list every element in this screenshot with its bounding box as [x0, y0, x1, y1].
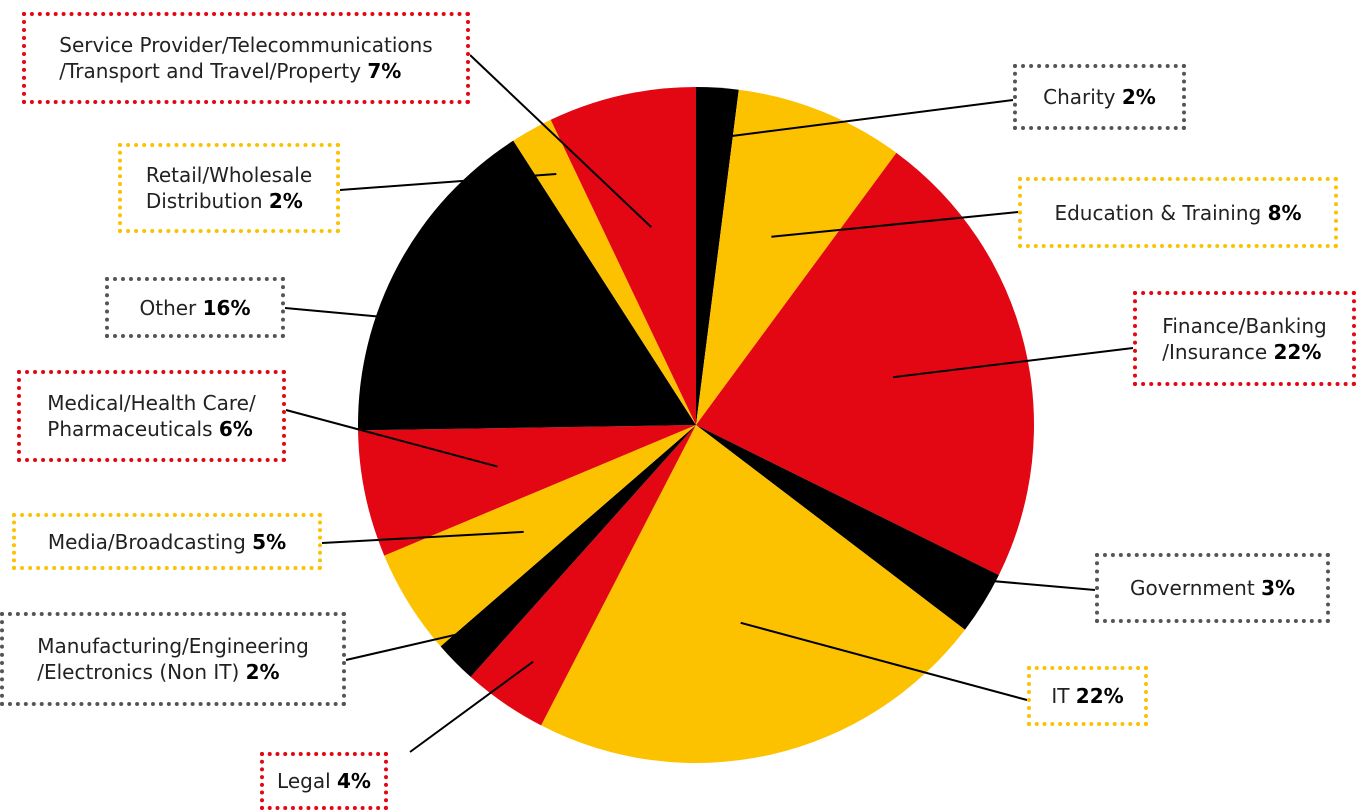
pie-slice	[440, 425, 696, 677]
value-label: 6%	[218, 417, 253, 441]
category-name: IT	[1051, 684, 1070, 708]
leader-line	[285, 409, 498, 468]
label-text: Medical/Health Care/ Pharmaceuticals 6%	[47, 390, 255, 442]
pie-slice	[696, 87, 739, 425]
label-text: Service Provider/Telecommunications /Tra…	[59, 32, 432, 84]
category-name: Retail/Wholesale Distribution	[145, 163, 313, 213]
pie-slice	[550, 87, 696, 425]
value-label: 22%	[1273, 339, 1322, 364]
leader-line	[469, 54, 653, 228]
slice-label: Other 16%	[105, 277, 285, 338]
category-name: Government	[1129, 576, 1255, 600]
value-label: 3%	[1261, 576, 1296, 600]
slice-label: Finance/Banking /Insurance 22%	[1133, 291, 1356, 386]
value-label: 22%	[1075, 684, 1124, 708]
pie-slice	[384, 425, 696, 647]
leader-line	[740, 621, 1028, 701]
pie-slice	[541, 425, 965, 764]
category-name: Medical/Health Care/ Pharmaceuticals	[47, 391, 256, 441]
slice-label: Charity 2%	[1013, 64, 1186, 130]
value-label: 2%	[268, 189, 303, 213]
label-text: Other 16%	[139, 295, 250, 321]
category-name: Service Provider/Telecommunications /Tra…	[59, 33, 433, 83]
category-name: Legal	[277, 769, 331, 793]
leader-line	[284, 307, 518, 331]
label-text: Retail/Wholesale Distribution 2%	[146, 162, 312, 214]
category-name: Finance/Banking /Insurance	[1162, 313, 1327, 364]
value-label: 8%	[1267, 200, 1302, 225]
category-name: Manufacturing/Engineering /Electronics (…	[37, 634, 309, 684]
slice-label: Education & Training 8%	[1018, 177, 1338, 248]
pie-slice	[696, 89, 897, 426]
leader-line	[714, 99, 1014, 140]
pie-slice	[358, 140, 696, 431]
category-name: Media/Broadcasting	[47, 529, 246, 554]
label-text: IT 22%	[1051, 683, 1123, 709]
category-name: Education & Training	[1054, 200, 1262, 225]
slice-label: Media/Broadcasting 5%	[12, 513, 322, 570]
leader-line	[321, 530, 524, 544]
leader-line	[409, 660, 534, 753]
label-text: Legal 4%	[277, 768, 371, 794]
leader-line	[339, 172, 557, 191]
category-name: Charity	[1043, 85, 1116, 109]
slice-label: Manufacturing/Engineering /Electronics (…	[0, 612, 346, 706]
label-text: Media/Broadcasting 5%	[48, 529, 286, 555]
pie-slice	[696, 152, 1034, 576]
pie-slice	[470, 425, 696, 726]
pie-slice	[696, 425, 999, 630]
slice-label: Government 3%	[1095, 553, 1330, 623]
value-label: 2%	[1121, 85, 1156, 109]
label-text: Finance/Banking /Insurance 22%	[1162, 313, 1326, 365]
value-label: 2%	[245, 660, 280, 684]
label-text: Charity 2%	[1043, 84, 1156, 110]
category-name: Other	[139, 295, 197, 320]
label-text: Education & Training 8%	[1054, 200, 1301, 226]
slice-label: Retail/Wholesale Distribution 2%	[118, 143, 340, 233]
slice-label: IT 22%	[1027, 666, 1148, 726]
label-text: Government 3%	[1130, 575, 1295, 601]
leader-line	[892, 347, 1134, 379]
leader-line	[345, 625, 492, 661]
label-text: Manufacturing/Engineering /Electronics (…	[37, 633, 309, 685]
leader-line	[771, 211, 1019, 238]
pie-slice	[513, 119, 696, 426]
value-label: 4%	[337, 769, 371, 793]
leader-line	[940, 575, 1096, 591]
slice-label: Medical/Health Care/ Pharmaceuticals 6%	[17, 370, 286, 462]
value-label: 16%	[202, 295, 251, 320]
value-label: 5%	[252, 529, 287, 554]
pie-slice	[358, 425, 696, 556]
slice-label: Legal 4%	[260, 752, 388, 810]
value-label: 7%	[367, 59, 402, 83]
slice-label: Service Provider/Telecommunications /Tra…	[22, 12, 470, 104]
